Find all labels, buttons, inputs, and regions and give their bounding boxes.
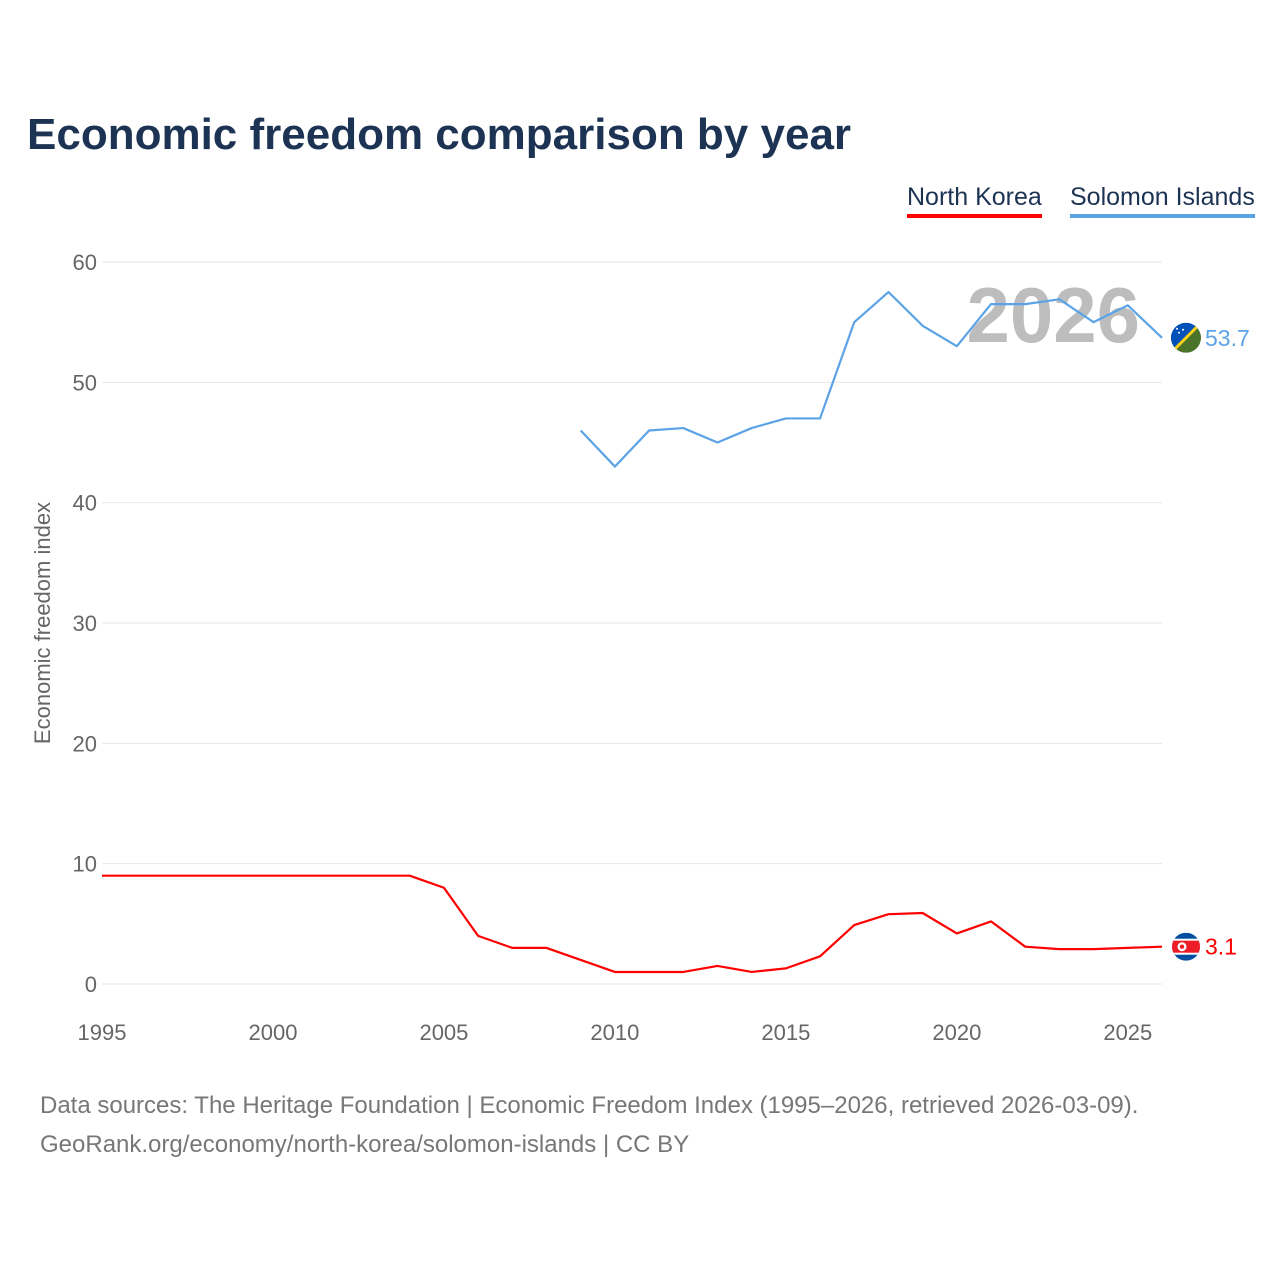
chart-title: Economic freedom comparison by year (27, 110, 852, 159)
y-axis-label: Economic freedom index (30, 502, 55, 744)
y-tick-label: 10 (73, 852, 97, 877)
y-tick-label: 60 (73, 250, 97, 275)
north-korea-flag-icon (1172, 932, 1200, 961)
chart-area: 0 10 20 30 40 50 60 1995 2000 2005 2010 2015 2020 202… (30, 250, 1250, 1045)
series-line-north-korea (102, 874, 1163, 974)
footer: Data sources: The Heritage Foundation | … (40, 1086, 1138, 1164)
data-source-text: Data sources: The Heritage Foundation | … (40, 1092, 1139, 1119)
x-tick-label: 2015 (761, 1020, 810, 1045)
legend-solomon-islands[interactable]: Solomon Islands (1070, 183, 1255, 218)
end-value-label: 53.7 (1205, 325, 1250, 351)
x-tick-label: 2005 (419, 1020, 468, 1045)
legend-north-korea[interactable]: North Korea (907, 183, 1042, 218)
x-tick-label: 2010 (590, 1020, 639, 1045)
x-tick-label: 2020 (932, 1020, 981, 1045)
y-tick-label: 0 (85, 972, 97, 997)
series-line-solomon-islands (579, 290, 1163, 468)
y-tick-label: 30 (73, 611, 97, 636)
solomon-islands-flag-icon (1171, 322, 1201, 353)
x-tick-label: 1995 (78, 1020, 127, 1045)
y-tick-label: 40 (73, 491, 97, 516)
attribution-text: GeoRank.org/economy/north-korea/solomon-… (40, 1131, 690, 1158)
end-value-label: 3.1 (1205, 934, 1237, 960)
y-tick-label: 20 (73, 731, 97, 756)
x-tick-label: 2025 (1103, 1020, 1152, 1045)
year-watermark: 2026 (966, 271, 1140, 359)
y-tick-label: 50 (73, 370, 97, 395)
x-tick-label: 2000 (248, 1020, 297, 1045)
